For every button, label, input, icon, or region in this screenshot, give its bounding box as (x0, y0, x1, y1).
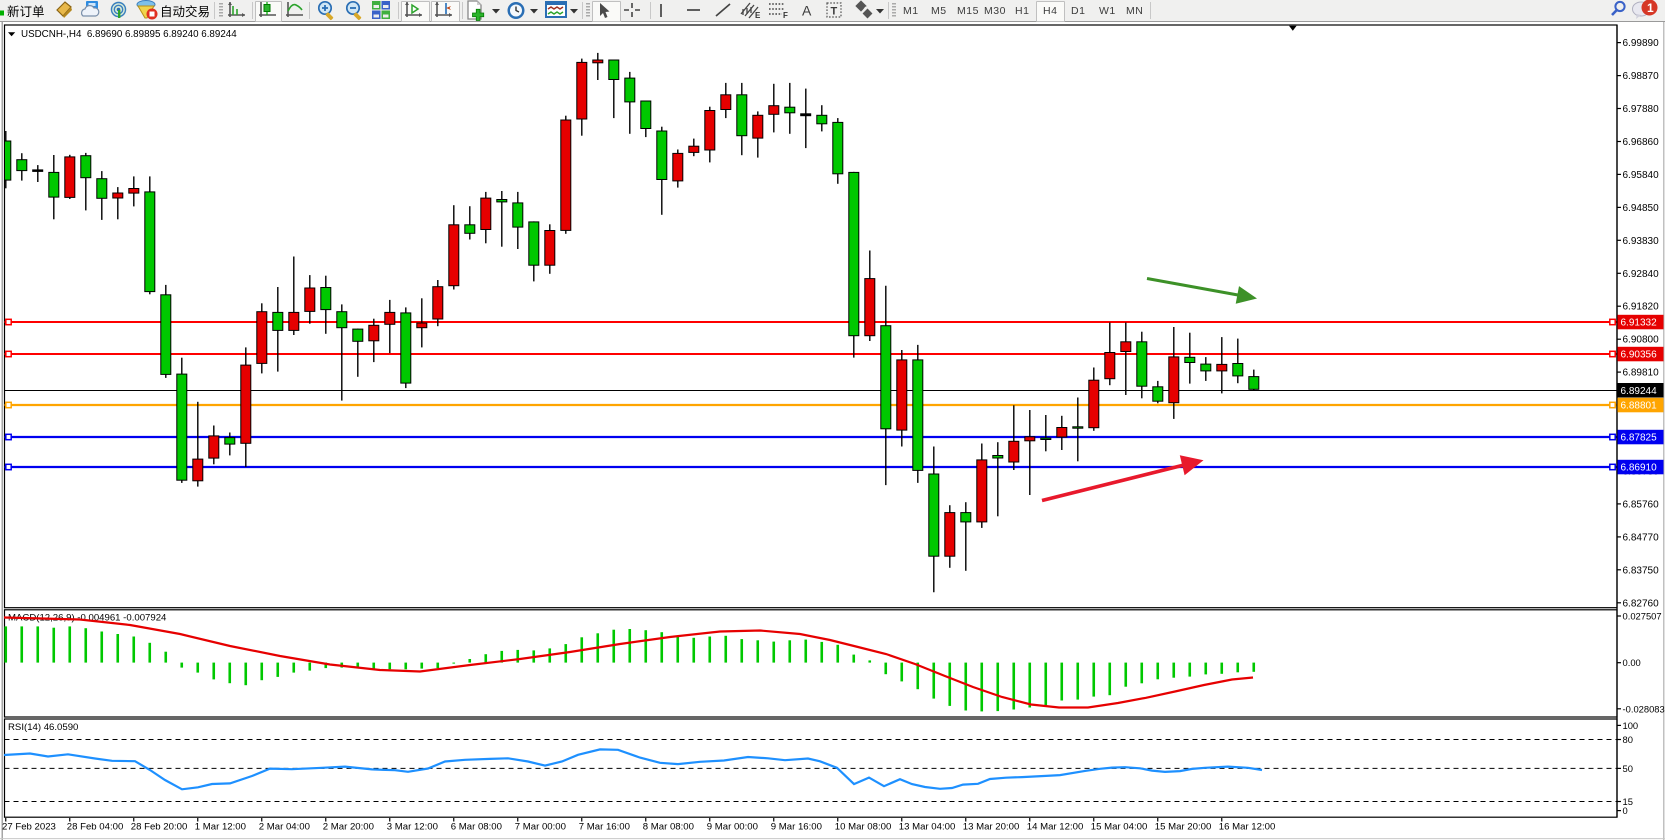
svg-text:6.83750: 6.83750 (1623, 565, 1660, 576)
svg-text:13 Mar 20:00: 13 Mar 20:00 (963, 821, 1020, 832)
svg-text:6.94850: 6.94850 (1623, 203, 1660, 214)
svg-text:A: A (802, 3, 812, 19)
svg-text:6.99890: 6.99890 (1623, 38, 1660, 49)
svg-text:-0.028083: -0.028083 (1623, 703, 1665, 714)
svg-text:27 Feb 2023: 27 Feb 2023 (2, 821, 56, 832)
svg-text:0: 0 (1623, 805, 1628, 816)
svg-text:MACD(12,26,9) -0.004961 -0.007: MACD(12,26,9) -0.004961 -0.007924 (8, 613, 167, 624)
svg-text:6.91332: 6.91332 (1621, 318, 1658, 329)
svg-text:3 Mar 12:00: 3 Mar 12:00 (387, 821, 438, 832)
svg-text:6.86910: 6.86910 (1621, 463, 1658, 474)
svg-text:7 Mar 00:00: 7 Mar 00:00 (515, 821, 566, 832)
svg-text:6.97880: 6.97880 (1623, 104, 1660, 115)
svg-text:6.82760: 6.82760 (1623, 598, 1660, 609)
svg-text:10 Mar 08:00: 10 Mar 08:00 (835, 821, 892, 832)
svg-text:6.95840: 6.95840 (1623, 170, 1660, 181)
svg-text:6.90800: 6.90800 (1623, 335, 1660, 346)
svg-text:0.027507: 0.027507 (1623, 611, 1662, 622)
svg-text:2 Mar 04:00: 2 Mar 04:00 (259, 821, 310, 832)
svg-text:RSI(14) 46.0590: RSI(14) 46.0590 (8, 722, 78, 733)
svg-text:80: 80 (1623, 734, 1633, 745)
svg-text:6.84770: 6.84770 (1623, 532, 1660, 543)
svg-text:6.98870: 6.98870 (1623, 71, 1660, 82)
svg-text:9 Mar 16:00: 9 Mar 16:00 (771, 821, 822, 832)
svg-text:28 Feb 20:00: 28 Feb 20:00 (131, 821, 188, 832)
svg-text:14 Mar 12:00: 14 Mar 12:00 (1027, 821, 1084, 832)
svg-text:6.89810: 6.89810 (1623, 368, 1660, 379)
svg-text:6.92840: 6.92840 (1623, 269, 1660, 280)
svg-text:1 Mar 12:00: 1 Mar 12:00 (195, 821, 246, 832)
svg-text:E: E (755, 11, 761, 20)
svg-text:6.89244: 6.89244 (1621, 386, 1658, 397)
svg-text:6.90356: 6.90356 (1621, 350, 1658, 361)
svg-text:15 Mar 04:00: 15 Mar 04:00 (1091, 821, 1148, 832)
svg-text:6.87825: 6.87825 (1621, 433, 1658, 444)
svg-text:9 Mar 00:00: 9 Mar 00:00 (707, 821, 758, 832)
svg-text:15: 15 (1623, 796, 1633, 807)
svg-text:8 Mar 08:00: 8 Mar 08:00 (643, 821, 694, 832)
svg-text:28 Feb 04:00: 28 Feb 04:00 (67, 821, 124, 832)
svg-text:100: 100 (1623, 720, 1639, 731)
svg-text:7 Mar 16:00: 7 Mar 16:00 (579, 821, 630, 832)
svg-text:6.93830: 6.93830 (1623, 236, 1660, 247)
svg-text:6 Mar 08:00: 6 Mar 08:00 (451, 821, 502, 832)
svg-text:1: 1 (1647, 1, 1654, 15)
svg-text:USDCNH-,H4 6.89690 6.89895 6.: USDCNH-,H4 6.89690 6.89895 6.89240 6.892… (21, 29, 237, 40)
svg-text:T: T (831, 6, 838, 18)
svg-text:F: F (783, 11, 788, 20)
svg-text:6.88801: 6.88801 (1621, 401, 1658, 412)
svg-text:6.96860: 6.96860 (1623, 137, 1660, 148)
svg-text:15 Mar 20:00: 15 Mar 20:00 (1155, 821, 1212, 832)
svg-text:2 Mar 20:00: 2 Mar 20:00 (323, 821, 374, 832)
svg-text:50: 50 (1623, 763, 1633, 774)
svg-text:13 Mar 04:00: 13 Mar 04:00 (899, 821, 956, 832)
svg-text:6.85760: 6.85760 (1623, 499, 1660, 510)
svg-text:6.91820: 6.91820 (1623, 302, 1660, 313)
svg-text:16 Mar 12:00: 16 Mar 12:00 (1219, 821, 1276, 832)
svg-text:0.00: 0.00 (1623, 657, 1641, 668)
